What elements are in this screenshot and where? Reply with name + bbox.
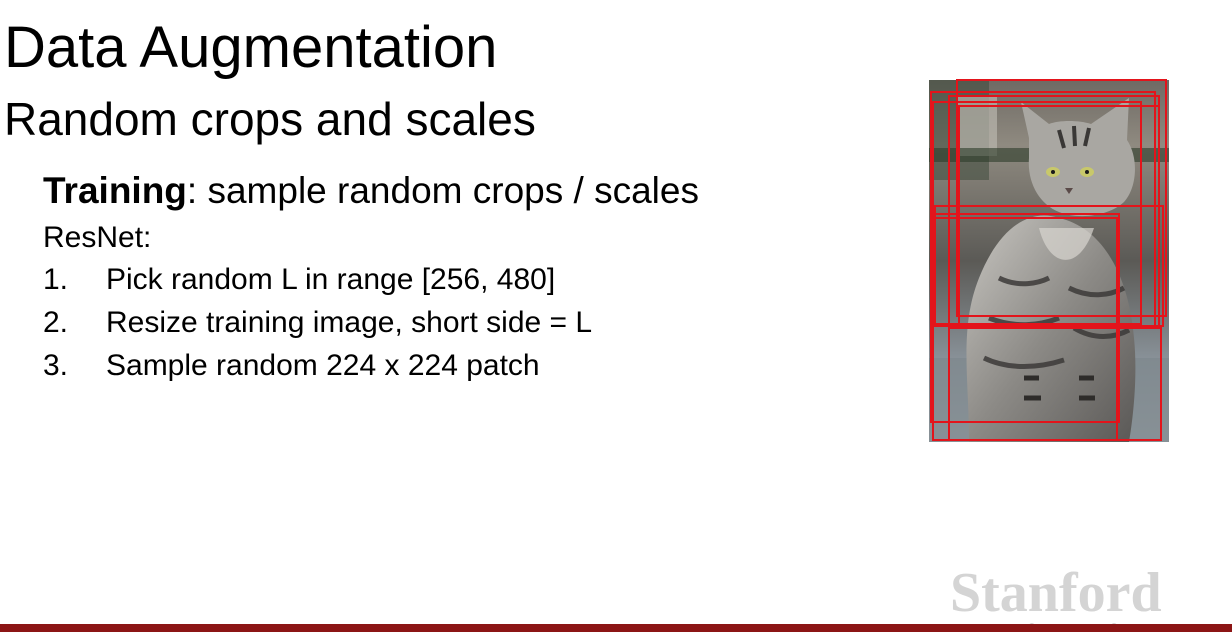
step-number: 2. xyxy=(43,306,69,339)
list-item: 2. Resize training image, short side = L xyxy=(43,301,592,344)
training-line: Training: sample random crops / scales xyxy=(43,168,699,214)
step-text: Resize training image, short side = L xyxy=(106,306,593,339)
training-label: Training xyxy=(43,170,187,211)
slide-subtitle: Random crops and scales xyxy=(4,93,536,145)
stanford-logo: Stanford xyxy=(950,562,1162,624)
list-item: 3. Sample random 224 x 224 patch xyxy=(43,344,592,387)
head-stripe xyxy=(1057,125,1091,149)
footer-bar xyxy=(0,624,1232,632)
cat-nose xyxy=(1065,188,1073,194)
cat-crop-figure xyxy=(929,78,1169,442)
cat-chest xyxy=(1039,228,1094,260)
leg-stripes xyxy=(1024,375,1095,401)
crop-box xyxy=(934,205,1164,327)
resnet-label: ResNet: xyxy=(43,221,152,254)
cat-photo-with-crops xyxy=(929,79,1169,442)
crop-box xyxy=(956,79,1167,317)
left-pupil xyxy=(1051,170,1055,174)
crop-box xyxy=(932,217,1118,441)
steps-list: 1. Pick random L in range [256, 480] 2. … xyxy=(43,258,592,387)
step-text: Pick random L in range [256, 480] xyxy=(106,263,556,296)
crop-box xyxy=(930,213,1120,423)
list-item: 1. Pick random L in range [256, 480] xyxy=(43,258,592,301)
step-text: Sample random 224 x 224 patch xyxy=(106,349,540,382)
right-pupil xyxy=(1085,170,1089,174)
cat-head xyxy=(1021,98,1135,217)
crop-boxes xyxy=(930,79,1167,441)
slide-title: Data Augmentation xyxy=(4,15,498,80)
training-description: : sample random crops / scales xyxy=(186,170,699,211)
step-number: 3. xyxy=(43,349,69,382)
step-number: 1. xyxy=(43,263,69,296)
